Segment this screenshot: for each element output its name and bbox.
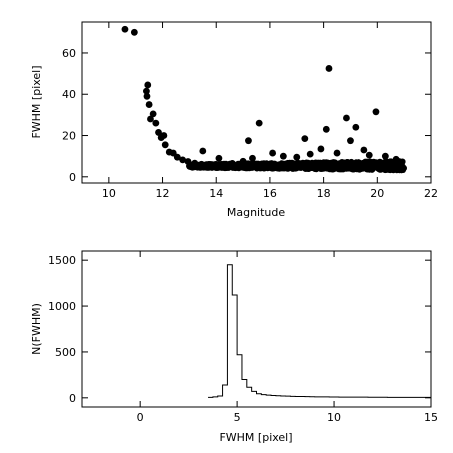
scatter-point: [245, 137, 252, 145]
scatter-point: [377, 166, 384, 173]
scatter-point: [347, 137, 354, 145]
scatter-point: [372, 108, 380, 116]
scatter-point: [144, 81, 152, 89]
scatter-point: [269, 149, 277, 157]
histogram-x-tick-label: 5: [234, 411, 241, 424]
histogram-y-axis-label: N(FWHM): [30, 303, 43, 355]
scatter-x-tick-label: 14: [209, 187, 223, 200]
scatter-x-tick-label: 18: [317, 187, 331, 200]
scatter-point: [303, 162, 310, 170]
scatter-plot-frame: [81, 21, 432, 184]
histogram-x-axis-label: FWHM [pixel]: [219, 431, 292, 444]
scatter-point: [333, 149, 341, 157]
scatter-point: [228, 159, 236, 167]
scatter-point: [360, 146, 368, 154]
scatter-point: [392, 155, 400, 163]
scatter-point: [248, 164, 255, 171]
scatter-point: [145, 101, 153, 108]
scatter-point: [309, 160, 316, 168]
scatter-point: [358, 160, 365, 167]
scatter-point: [143, 92, 151, 100]
scatter-point: [317, 145, 325, 153]
scatter-point: [293, 153, 301, 161]
histogram-x-tick-label: 15: [424, 411, 438, 424]
histogram-x-tick-label: 10: [327, 411, 341, 424]
scatter-point: [160, 132, 168, 139]
scatter-point: [329, 165, 336, 173]
scatter-point: [249, 154, 256, 162]
scatter-point: [279, 161, 286, 168]
scatter-point: [381, 152, 389, 160]
scatter-point: [143, 87, 150, 95]
scatter-point: [179, 156, 187, 164]
scatter-point: [155, 129, 162, 136]
scatter-point: [121, 25, 129, 33]
scatter-point: [161, 141, 169, 149]
scatter-y-tick-label: 0: [69, 171, 76, 184]
scatter-y-tick-label: 40: [62, 88, 76, 101]
histogram-chart: 0 5 10 15 0 500 1000 1500 FWHM [pixel] N(FWHM): [30, 250, 438, 444]
scatter-point: [287, 162, 294, 170]
scatter-point: [184, 158, 192, 165]
scatter-x-tick-label: 12: [156, 187, 170, 200]
histogram-y-tick-label: 1500: [48, 254, 76, 267]
scatter-point: [399, 158, 406, 165]
scatter-y-tick-label: 60: [62, 47, 76, 60]
scatter-point: [130, 28, 138, 36]
scatter-point: [374, 160, 381, 167]
scatter-point: [322, 125, 330, 133]
scatter-point: [255, 119, 263, 127]
scatter-y-tick-label: 20: [62, 130, 76, 143]
histogram-x-tick-label: 0: [137, 411, 144, 424]
scatter-point: [234, 162, 241, 169]
scatter-x-tick-label: 10: [102, 187, 116, 200]
scatter-point: [352, 123, 360, 131]
scatter-point: [152, 119, 160, 127]
scatter-point: [389, 164, 396, 171]
histogram-plot-frame: [81, 250, 432, 408]
scatter-point: [214, 161, 221, 169]
scatter-point: [343, 114, 350, 122]
scatter-point: [325, 65, 333, 72]
scatter-point: [330, 159, 337, 166]
scatter-point: [349, 164, 356, 171]
scatter-point: [301, 135, 309, 143]
scatter-point: [206, 161, 213, 169]
histogram-y-tick-label: 0: [69, 392, 76, 405]
scatter-point: [198, 160, 205, 168]
scatter-chart: 10 12 14 16 18 20 22 0 20 40 60 Magnitude FWHM [pi…: [30, 21, 438, 219]
scatter-point: [173, 153, 181, 161]
scatter-point: [239, 157, 247, 165]
scatter-point: [199, 147, 207, 155]
scatter-y-axis-label: FWHM [pixel]: [30, 65, 43, 138]
scatter-x-axis-label: Magnitude: [227, 206, 286, 219]
scatter-point: [369, 160, 376, 168]
scatter-point: [279, 152, 287, 160]
scatter-x-tick-label: 22: [424, 187, 438, 200]
scatter-point: [274, 163, 281, 170]
scatter-point: [365, 151, 373, 159]
scatter-point: [315, 164, 322, 171]
scatter-x-tick-label: 16: [263, 187, 277, 200]
histogram-y-tick-label: 1000: [48, 300, 76, 313]
scatter-point: [306, 150, 314, 158]
scatter-point: [222, 164, 229, 171]
scatter-point: [267, 161, 275, 169]
scatter-x-tick-label: 20: [370, 187, 384, 200]
scatter-point: [340, 163, 348, 170]
scatter-point: [398, 166, 405, 174]
histogram-step-line: [208, 264, 431, 398]
scatter-point: [149, 110, 157, 118]
scatter-point: [191, 159, 199, 167]
histogram-y-tick-label: 500: [55, 346, 76, 359]
scatter-point: [365, 166, 373, 173]
scatter-point: [215, 154, 223, 162]
scatter-point: [147, 115, 154, 123]
